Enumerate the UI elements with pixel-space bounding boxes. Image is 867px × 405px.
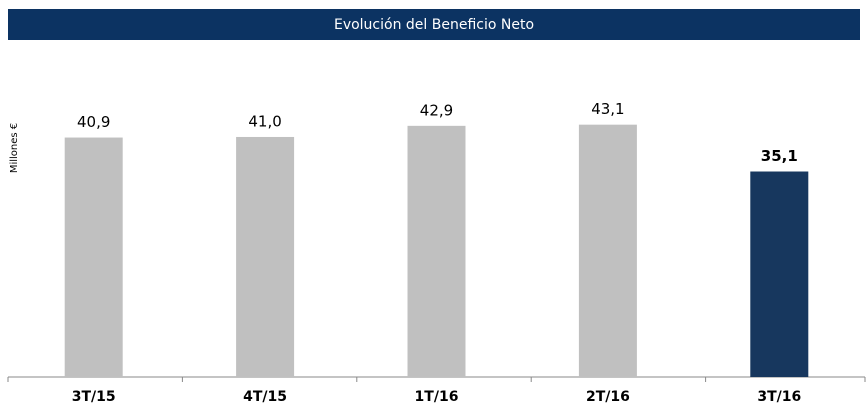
bar [236, 136, 295, 377]
value-label: 40,9 [77, 113, 110, 131]
chart-title: Evolución del Beneficio Neto [334, 17, 534, 33]
bar [578, 124, 637, 377]
bar [64, 137, 123, 377]
x-tick-label: 3T/15 [72, 389, 116, 405]
value-label: 42,9 [420, 101, 453, 119]
bar [750, 171, 809, 377]
bar [407, 125, 466, 377]
y-axis-label: Millones € [9, 123, 20, 173]
value-label: 43,1 [591, 100, 624, 118]
x-tick-label: 3T/16 [757, 389, 801, 405]
value-label: 35,1 [761, 147, 798, 165]
value-label: 41,0 [248, 112, 281, 130]
x-tick-label: 1T/16 [415, 389, 459, 405]
x-tick-label: 2T/16 [586, 389, 630, 405]
title-bar [8, 9, 860, 40]
x-tick-label: 4T/15 [243, 389, 287, 405]
